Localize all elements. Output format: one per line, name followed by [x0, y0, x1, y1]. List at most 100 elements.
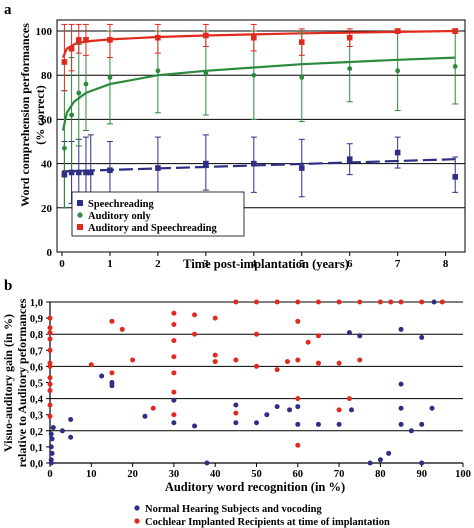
fit-line-auditory-and-speechreading: [61, 29, 456, 59]
data-point-cochlear-implanted-recipients-at-time-of-implantation: [336, 299, 342, 305]
data-point-cochlear-implanted-recipients-at-time-of-implantation: [47, 375, 53, 381]
data-point-cochlear-implanted-recipients-at-time-of-implantation: [336, 360, 342, 366]
data-point-cochlear-implanted-recipients-at-time-of-implantation: [88, 362, 94, 368]
data-point-normal-hearing-subjects-and-vocoding: [171, 420, 177, 426]
data-point-cochlear-implanted-recipients-at-time-of-implantation: [109, 370, 115, 376]
data-point-speechreading: [452, 174, 459, 180]
panel-a-y-tick-label: 60: [41, 114, 53, 126]
panel-b-x-tick-label: 20: [127, 469, 138, 480]
legend-marker-auditory-only: [77, 212, 83, 218]
data-point-normal-hearing-subjects-and-vocoding: [295, 404, 301, 410]
legend-marker-speechreading: [77, 200, 83, 206]
data-point-cochlear-implanted-recipients-at-time-of-implantation: [212, 359, 218, 365]
panel-b-x-tick-label: 100: [455, 469, 471, 480]
panel-b-x-tick-label: 60: [293, 469, 304, 480]
data-point-cochlear-implanted-recipients-at-time-of-implantation: [315, 360, 321, 366]
data-point-normal-hearing-subjects-and-vocoding: [367, 460, 373, 466]
panel-b-legend: Normal Hearing Subjects and vocoding Coch…: [134, 504, 390, 528]
data-point-normal-hearing-subjects-and-vocoding: [398, 405, 404, 411]
panel-a-y-tick-label: 0: [47, 247, 53, 259]
data-point-normal-hearing-subjects-and-vocoding: [274, 404, 280, 410]
legend-label-cochlear-implanted-recipients-at-time-of-implantation: Cochlear Implanted Recipients at time of…: [145, 517, 390, 528]
data-point-cochlear-implanted-recipients-at-time-of-implantation: [295, 318, 301, 324]
data-point-speechreading: [87, 169, 94, 176]
data-point-auditory-only: [452, 64, 458, 69]
data-point-cochlear-implanted-recipients-at-time-of-implantation: [357, 299, 363, 305]
panel-b-x-tick-label: 30: [169, 469, 180, 480]
data-point-cochlear-implanted-recipients-at-time-of-implantation: [47, 336, 53, 342]
legend-label-normal-hearing-subjects-and-vocoding: Normal Hearing Subjects and vocoding: [145, 504, 323, 515]
data-point-auditory-only: [69, 112, 74, 118]
data-point-auditory-and-speechreading: [107, 37, 113, 43]
panel-b-y-ticks: 0,0 0,1 0,2 0,3 0,4 0,5 0,6 0,7 0,8 0,9 1,0: [30, 298, 50, 470]
data-point-cochlear-implanted-recipients-at-time-of-implantation: [233, 357, 239, 363]
data-point-cochlear-implanted-recipients-at-time-of-implantation: [47, 363, 53, 369]
data-point-auditory-only: [76, 90, 82, 96]
data-point-cochlear-implanted-recipients-at-time-of-implantation: [192, 312, 198, 318]
legend-label-auditory-and-speechreading: Auditory and Speechreading: [88, 223, 217, 234]
data-point-speechreading: [251, 160, 257, 167]
data-point-auditory-and-speechreading: [251, 34, 257, 41]
data-point-cochlear-implanted-recipients-at-time-of-implantation: [212, 352, 218, 358]
panel-b-y-tick-label: 0,9: [30, 314, 43, 325]
panel-b-label: b: [4, 278, 12, 294]
panel-a-x-tick-label: 7: [395, 258, 401, 270]
data-point-normal-hearing-subjects-and-vocoding: [336, 421, 342, 427]
data-point-auditory-and-speechreading: [68, 45, 75, 52]
data-point-cochlear-implanted-recipients-at-time-of-implantation: [47, 402, 53, 408]
panel-a-label: a: [4, 2, 12, 18]
data-point-cochlear-implanted-recipients-at-time-of-implantation: [295, 299, 301, 305]
data-point-auditory-only: [83, 81, 89, 87]
data-point-speechreading: [346, 156, 353, 162]
panel-a-plot-frame: [56, 19, 466, 253]
data-point-normal-hearing-subjects-and-vocoding: [408, 428, 414, 434]
data-point-normal-hearing-subjects-and-vocoding: [99, 373, 105, 379]
panel-a-fit-lines: [61, 29, 456, 173]
panel-b-y-axis-label-line1: Visuo-auditory gain (in %): [1, 314, 15, 452]
panel-a-x-ticks: 0 1 2 3 4 5 6 7 8: [59, 252, 449, 270]
panel-a-y-ticks: 0 20 40 60 80 100: [36, 26, 53, 259]
data-point-normal-hearing-subjects-and-vocoding: [49, 450, 55, 456]
data-point-cochlear-implanted-recipients-at-time-of-implantation: [419, 299, 425, 305]
data-point-auditory-and-speechreading: [203, 32, 209, 39]
data-point-cochlear-implanted-recipients-at-time-of-implantation: [254, 363, 259, 369]
data-point-cochlear-implanted-recipients-at-time-of-implantation: [171, 412, 177, 418]
legend-marker-auditory-and-speechreading: [77, 224, 83, 230]
panel-b-y-tick-label: 0,1: [30, 443, 43, 454]
legend-marker-cochlear-implanted-recipients-at-time-of-implantation: [134, 518, 140, 524]
panel-b-y-tick-label: 0,4: [30, 395, 44, 406]
panel-b-x-axis-label: Auditory word recognition (in %): [165, 480, 345, 494]
panel-b-x-tick-label: 50: [251, 469, 262, 480]
data-point-normal-hearing-subjects-and-vocoding: [192, 423, 198, 429]
data-point-auditory-and-speechreading: [298, 39, 305, 45]
data-point-speechreading: [203, 160, 209, 167]
data-point-auditory-and-speechreading: [61, 59, 68, 65]
data-point-cochlear-implanted-recipients-at-time-of-implantation: [47, 325, 53, 331]
legend-label-speechreading: Speechreading: [88, 199, 154, 210]
data-point-normal-hearing-subjects-and-vocoding: [171, 397, 177, 403]
panel-b-y-tick-label: 0,7: [30, 346, 43, 357]
panel-b-y-tick-label: 0,3: [30, 411, 43, 422]
data-point-speechreading: [298, 165, 305, 171]
data-point-cochlear-implanted-recipients-at-time-of-implantation: [254, 331, 259, 337]
data-point-auditory-and-speechreading: [75, 37, 82, 43]
data-point-cochlear-implanted-recipients-at-time-of-implantation: [47, 347, 53, 353]
data-point-speechreading: [394, 149, 401, 156]
data-point-cochlear-implanted-recipients-at-time-of-implantation: [171, 370, 177, 376]
panel-a-legend-box: [71, 191, 245, 237]
data-point-normal-hearing-subjects-and-vocoding: [49, 436, 55, 442]
panel-b-x-tick-label: 10: [86, 469, 97, 480]
data-point-normal-hearing-subjects-and-vocoding: [48, 431, 54, 437]
data-point-cochlear-implanted-recipients-at-time-of-implantation: [47, 381, 53, 387]
data-point-cochlear-implanted-recipients-at-time-of-implantation: [315, 299, 321, 305]
data-point-cochlear-implanted-recipients-at-time-of-implantation: [233, 410, 239, 416]
panel-b-x-tick-label: 90: [416, 469, 427, 480]
panel-a-y-tick-label: 40: [41, 159, 53, 171]
panel-a-y-tick-label: 80: [41, 70, 53, 82]
panel-a-y-axis-label-line2: (% correct): [33, 85, 47, 144]
panel-b-y-axis-label-line2: relative to Auditory peformances: [15, 298, 29, 467]
data-point-normal-hearing-subjects-and-vocoding: [233, 402, 239, 408]
data-point-normal-hearing-subjects-and-vocoding: [419, 460, 425, 466]
fit-line-speechreading: [61, 158, 456, 173]
